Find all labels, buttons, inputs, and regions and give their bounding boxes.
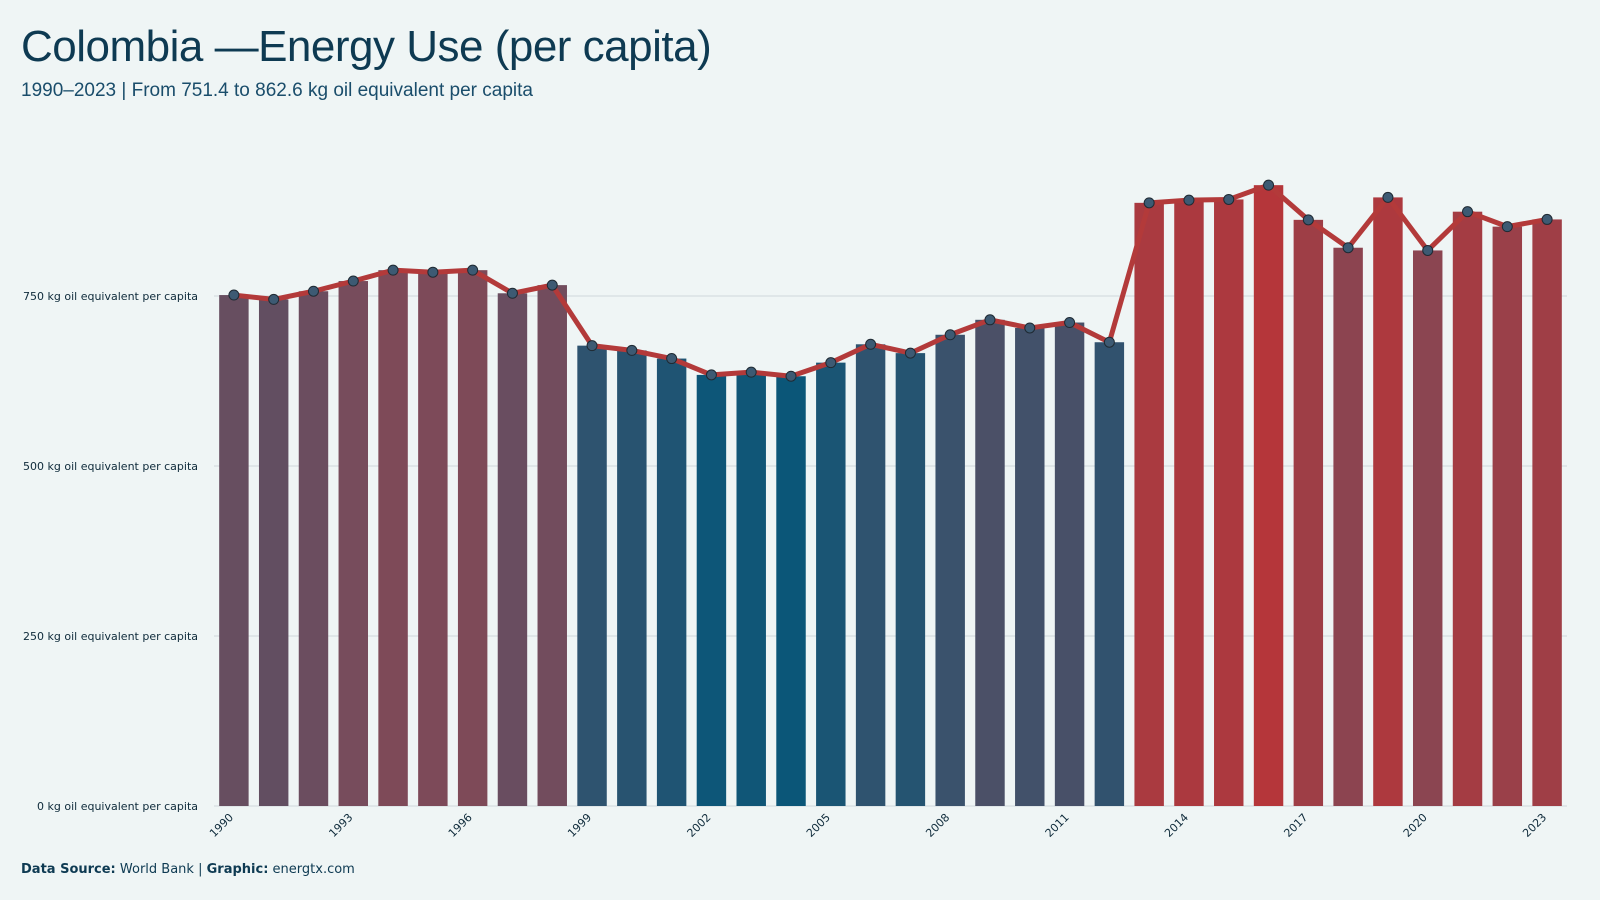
bar: [338, 281, 369, 806]
data-point: [984, 314, 996, 326]
bar: [258, 299, 289, 806]
data-point: [626, 344, 638, 356]
x-tick-label: 2023: [1520, 811, 1549, 840]
data-point: [387, 264, 399, 276]
bar: [736, 372, 766, 806]
data-point: [268, 293, 280, 305]
bar: [816, 362, 846, 806]
x-tick-label: 1996: [446, 811, 475, 840]
data-point: [347, 275, 359, 287]
bar: [1054, 322, 1085, 806]
data-point: [307, 285, 319, 297]
bar: [1532, 219, 1562, 806]
bar: [1174, 200, 1204, 806]
x-tick-label: 2014: [1162, 811, 1191, 840]
data-point: [228, 289, 240, 301]
bar: [577, 345, 607, 806]
caption-separator: |: [198, 862, 203, 877]
data-point: [586, 340, 598, 352]
data-point: [1302, 214, 1314, 226]
data-point: [745, 366, 757, 378]
data-point: [1462, 206, 1474, 218]
data-point: [1064, 317, 1076, 329]
data-point: [1024, 322, 1036, 334]
bar: [219, 295, 249, 806]
bar: [696, 374, 727, 806]
x-tick-label: 2020: [1401, 811, 1430, 840]
y-tick-label: 500 kg oil equivalent per capita: [23, 460, 198, 473]
bar: [1333, 247, 1363, 807]
bar: [537, 285, 567, 806]
source-label: Data Source:: [21, 862, 116, 877]
x-tick-label: 2017: [1281, 811, 1310, 840]
bar: [457, 270, 488, 806]
bar: [776, 376, 806, 806]
data-point: [865, 338, 877, 350]
x-tick-label: 2011: [1043, 811, 1072, 840]
y-tick-label: 0 kg oil equivalent per capita: [37, 800, 198, 813]
bar: [1253, 185, 1284, 806]
source-caption: Data Source: World Bank | Graphic: energ…: [21, 862, 355, 877]
x-tick-label: 2005: [804, 811, 833, 840]
chart-subtitle: 1990–2023 | From 751.4 to 862.6 kg oil e…: [21, 80, 533, 101]
data-point: [1541, 213, 1553, 225]
bar: [975, 319, 1005, 806]
x-tick-label: 1999: [565, 811, 594, 840]
bar: [378, 270, 408, 806]
bar: [617, 350, 647, 806]
data-point: [1382, 191, 1394, 203]
data-point: [506, 287, 518, 299]
data-point: [785, 370, 797, 382]
bar: [656, 358, 687, 806]
x-tick-label: 2002: [685, 811, 714, 840]
y-tick-label: 250 kg oil equivalent per capita: [23, 630, 198, 643]
bar: [855, 344, 886, 806]
data-point: [944, 329, 956, 341]
data-point: [1422, 244, 1434, 256]
data-point: [1223, 193, 1235, 205]
bar: [418, 272, 448, 806]
graphic-label: Graphic:: [206, 862, 269, 877]
data-point: [904, 347, 916, 359]
data-point: [1103, 336, 1115, 348]
y-tick-label: 750 kg oil equivalent per capita: [23, 290, 198, 303]
bar: [1492, 226, 1523, 806]
x-tick-label: 2008: [923, 811, 952, 840]
bar: [1214, 199, 1244, 806]
data-point: [1143, 197, 1155, 209]
data-point: [1501, 221, 1513, 233]
bar: [298, 291, 329, 806]
bar: [1015, 327, 1045, 806]
graphic-value: energtx.com: [272, 862, 355, 877]
data-point: [705, 369, 717, 381]
chart-title: Colombia —Energy Use (per capita): [21, 22, 712, 71]
bar: [497, 293, 528, 806]
data-point: [1263, 179, 1275, 191]
data-point: [546, 279, 558, 291]
bar: [935, 334, 965, 806]
data-point: [467, 264, 479, 276]
trend-line: [231, 182, 1550, 379]
data-point: [1342, 242, 1354, 254]
data-point: [1183, 194, 1195, 206]
bar: [1412, 250, 1443, 806]
bar: [1134, 202, 1164, 807]
bar: [895, 353, 926, 806]
data-point: [825, 357, 837, 369]
source-value: World Bank: [119, 862, 194, 877]
x-tick-label: 1990: [207, 811, 236, 840]
x-tick-label: 1993: [326, 811, 355, 840]
bar: [1452, 211, 1483, 806]
bar: [1373, 197, 1403, 806]
bar: [1293, 219, 1324, 807]
data-point: [666, 353, 678, 365]
data-point: [427, 266, 439, 278]
bar: [1094, 342, 1125, 806]
